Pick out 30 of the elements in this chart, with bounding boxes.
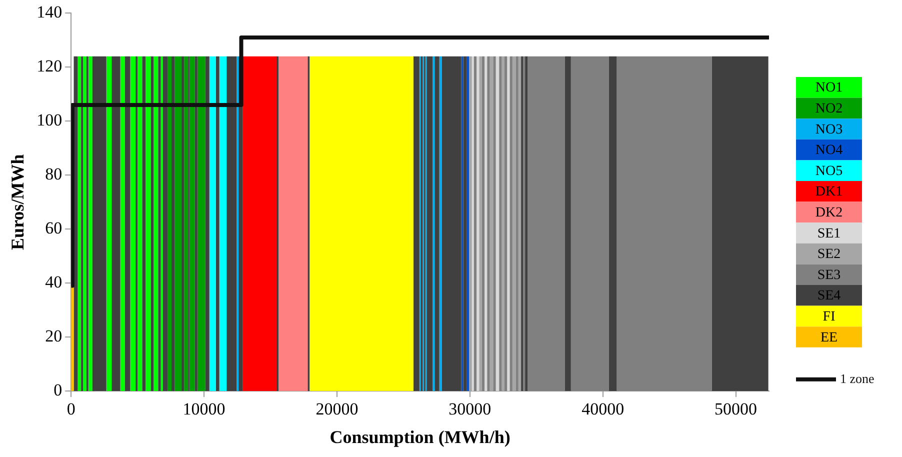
x-tick-label: 40000 — [582, 400, 624, 419]
y-tick-label: 80 — [45, 164, 62, 184]
y-tick-label: 60 — [45, 218, 62, 238]
x-tick-label: 0 — [66, 400, 76, 419]
text: EE — [820, 330, 838, 346]
x-axis-title: Consumption (MWh/h) — [330, 426, 510, 447]
y-tick-label: 20 — [45, 326, 62, 346]
text: FI — [822, 309, 836, 324]
x-tick-label: 20000 — [316, 400, 358, 419]
text: SE4 — [817, 288, 841, 304]
text: NO3 — [815, 122, 843, 138]
text: SE3 — [817, 268, 841, 283]
text: SE2 — [817, 247, 841, 262]
text: 1 zone — [840, 370, 875, 386]
text: NO5 — [815, 164, 843, 179]
text: NO4 — [815, 143, 843, 158]
y-tick-label: 40 — [45, 272, 62, 292]
y-tick-label: 0 — [54, 380, 62, 400]
text: NO2 — [815, 101, 843, 116]
y-tick-label: 100 — [36, 110, 62, 130]
y-tick-label: 120 — [36, 56, 62, 76]
text: DK1 — [815, 184, 843, 200]
text: SE1 — [817, 226, 841, 242]
text: DK2 — [815, 205, 843, 220]
text: NO1 — [815, 80, 843, 96]
x-tick-label: 50000 — [714, 400, 758, 419]
y-axis-title: Euros/MWh — [7, 154, 28, 250]
y-tick-label: 140 — [36, 2, 62, 22]
x-tick-label: 30000 — [448, 400, 492, 419]
x-tick-label: 10000 — [182, 400, 226, 419]
